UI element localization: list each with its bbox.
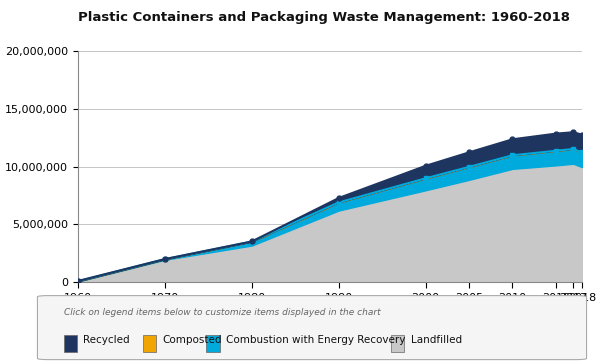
- Text: Landfilled: Landfilled: [411, 335, 462, 345]
- Text: Plastic Containers and Packaging Waste Management: 1960-2018: Plastic Containers and Packaging Waste M…: [78, 11, 570, 24]
- Text: Composted: Composted: [163, 335, 222, 345]
- Bar: [143, 335, 156, 352]
- Bar: [64, 335, 77, 352]
- Text: Click on legend items below to customize items displayed in the chart: Click on legend items below to customize…: [64, 308, 380, 317]
- Bar: [206, 335, 220, 352]
- Text: Recycled: Recycled: [83, 335, 130, 345]
- Text: Combustion with Energy Recovery: Combustion with Energy Recovery: [226, 335, 406, 345]
- X-axis label: Year: Year: [311, 308, 349, 323]
- Bar: [391, 335, 404, 352]
- FancyBboxPatch shape: [37, 296, 587, 359]
